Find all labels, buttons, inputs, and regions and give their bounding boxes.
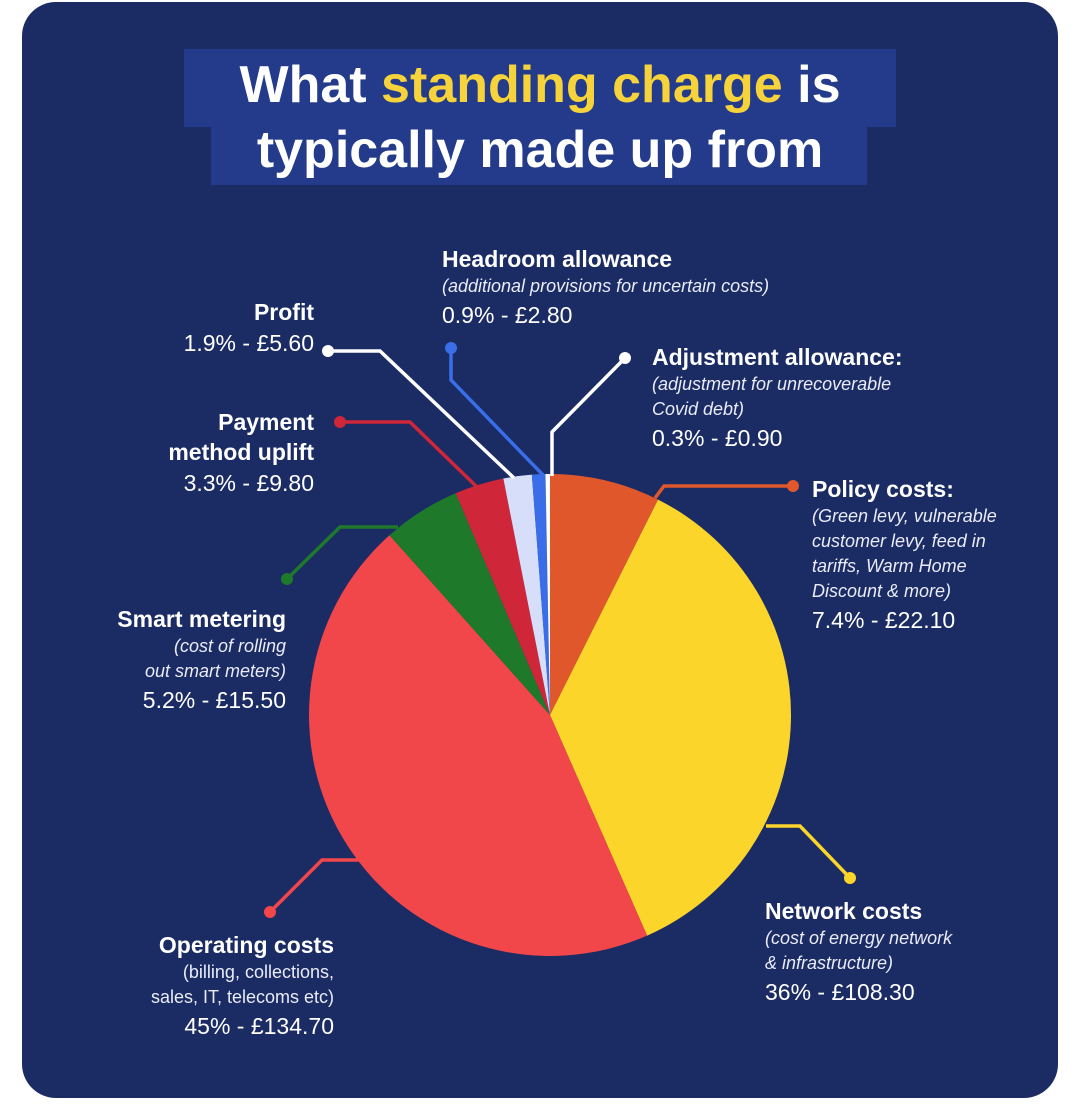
- label-note: (cost of rolling: [173, 636, 286, 656]
- label-note: & infrastructure): [765, 953, 894, 973]
- label-note: sales, IT, telecoms etc): [150, 987, 334, 1007]
- label-name: Operating costs: [158, 932, 334, 958]
- label-headroom: Headroom allowance (additional provision…: [442, 244, 769, 331]
- label-value: 0.3% - £0.90: [652, 425, 783, 451]
- label-name: Headroom allowance: [442, 246, 673, 272]
- leader-payment-dot: [334, 416, 346, 428]
- pie-slice-payment-method-uplift: [455, 478, 550, 715]
- leader-adjustment-dot: [619, 352, 631, 364]
- leader-smart: [285, 525, 398, 581]
- title-band-line2: [211, 121, 867, 185]
- label-adjustment: Adjustment allowance: (adjustment for un…: [652, 342, 902, 454]
- label-name: method uplift: [168, 439, 314, 465]
- label-value: 3.3% - £9.80: [183, 470, 314, 496]
- label-value: 7.4% - £22.10: [812, 607, 956, 633]
- label-name: Adjustment allowance:: [652, 344, 903, 370]
- label-note: (additional provisions for uncertain cos…: [442, 276, 770, 296]
- pie-slices: [309, 473, 792, 956]
- label-value: 1.9% - £5.60: [183, 330, 314, 356]
- label-smart-metering: Smart metering (cost of rolling out smar…: [60, 604, 286, 716]
- label-note: Discount & more): [812, 581, 952, 601]
- title-highlight: standing charge: [381, 56, 783, 114]
- leader-headroom-dot: [445, 342, 457, 354]
- leader-profit-dot: [322, 345, 334, 357]
- label-note: (cost of energy network: [765, 928, 953, 948]
- leader-policy-dot: [787, 480, 799, 492]
- leader-headroom: [449, 348, 546, 478]
- leader-policy: [653, 484, 793, 500]
- chart-title-line1: What standing charge is: [239, 56, 841, 114]
- leader-network: [766, 824, 852, 880]
- label-name: Network costs: [765, 898, 923, 924]
- label-note: out smart meters): [144, 661, 286, 681]
- label-note: customer levy, feed in: [812, 531, 986, 551]
- leader-network-dot: [844, 872, 856, 884]
- label-name: Profit: [253, 299, 314, 325]
- label-value: 0.9% - £2.80: [442, 302, 573, 328]
- pie-slice-profit: [503, 474, 550, 715]
- label-value: 45% - £134.70: [184, 1013, 334, 1039]
- label-note: tariffs, Warm Home: [812, 556, 967, 576]
- label-value: 5.2% - £15.50: [142, 687, 286, 713]
- label-name: Payment: [218, 409, 314, 435]
- pie-slice-network-costs: [550, 499, 792, 936]
- title-band-line1: [184, 49, 896, 127]
- label-profit: Profit 1.9% - £5.60: [120, 297, 314, 359]
- leader-operating: [268, 858, 360, 914]
- label-note: (Green levy, vulnerable: [812, 506, 997, 526]
- pie-slice-operating-costs: [309, 535, 648, 956]
- leader-lines: [264, 342, 856, 918]
- leader-adjustment: [550, 356, 627, 476]
- label-note: Covid debt): [652, 399, 745, 419]
- label-payment-method: Payment method uplift 3.3% - £9.80: [100, 407, 314, 499]
- pie-slice-headroom-allowance: [531, 474, 550, 715]
- leader-operating-dot: [264, 906, 276, 918]
- label-note: (adjustment for unrecoverable: [652, 374, 892, 394]
- leader-payment: [340, 420, 480, 490]
- label-value: 36% - £108.30: [765, 979, 915, 1005]
- leader-profit: [328, 349, 516, 480]
- chart-title-line2: typically made up from: [256, 121, 824, 179]
- label-note: (billing, collections,: [182, 962, 334, 982]
- label-policy: Policy costs: (Green levy, vulnerable cu…: [812, 474, 997, 636]
- label-network: Network costs (cost of energy network & …: [765, 896, 952, 1008]
- pie-slice-policy-costs: [550, 474, 659, 715]
- pie-slice-adjustment-allowance: [545, 473, 550, 715]
- label-name: Policy costs:: [812, 476, 954, 502]
- label-name: Smart metering: [117, 606, 286, 632]
- label-operating: Operating costs (billing, collections, s…: [60, 930, 334, 1042]
- leader-smart-dot: [281, 573, 293, 585]
- pie-slice-smart-metering: [389, 493, 550, 715]
